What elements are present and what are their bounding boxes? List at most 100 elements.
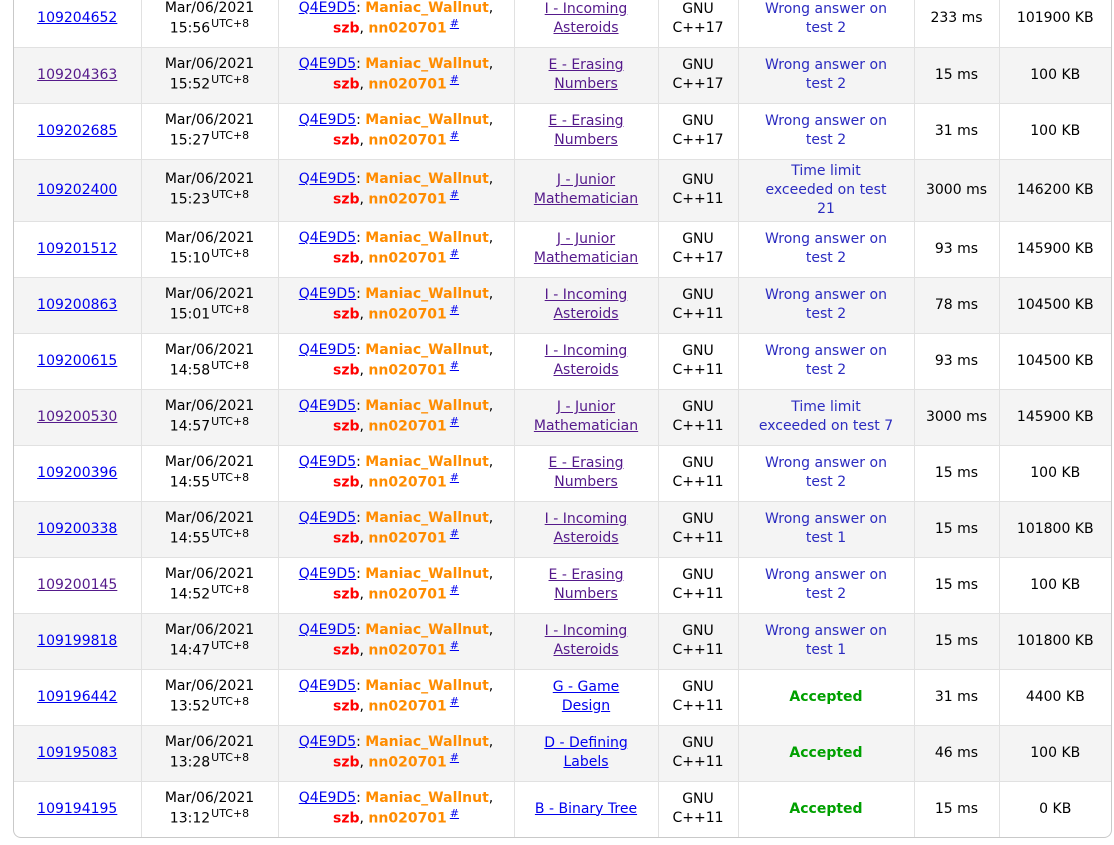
submission-id-link[interactable]: 109200145: [37, 576, 118, 593]
member-handle[interactable]: nn020701: [368, 698, 447, 715]
member-handle[interactable]: Maniac_Wallnut: [365, 230, 489, 247]
practice-marker-link[interactable]: #: [449, 415, 460, 429]
member-handle[interactable]: szb: [332, 362, 360, 379]
team-link[interactable]: Q4E9D5: [298, 230, 357, 247]
member-handle[interactable]: szb: [332, 418, 360, 435]
problem-link[interactable]: J - Junior Mathematician: [533, 172, 639, 207]
problem-link[interactable]: I - Incoming Asteroids: [544, 511, 628, 546]
member-handle[interactable]: szb: [332, 76, 360, 93]
member-handle[interactable]: nn020701: [368, 20, 447, 37]
member-handle[interactable]: nn020701: [368, 474, 447, 491]
problem-link[interactable]: E - Erasing Numbers: [548, 57, 624, 92]
member-handle[interactable]: szb: [332, 474, 360, 491]
member-handle[interactable]: szb: [332, 530, 360, 547]
member-handle[interactable]: nn020701: [368, 306, 447, 323]
team-link[interactable]: Q4E9D5: [298, 171, 357, 188]
member-handle[interactable]: szb: [332, 586, 360, 603]
submission-id-link[interactable]: 109202400: [37, 181, 118, 198]
practice-marker-link[interactable]: #: [449, 303, 460, 317]
submission-id-link[interactable]: 109200338: [37, 520, 118, 537]
team-link[interactable]: Q4E9D5: [298, 56, 357, 73]
submission-id-link[interactable]: 109204363: [37, 66, 118, 83]
problem-link[interactable]: D - Defining Labels: [544, 735, 628, 770]
member-handle[interactable]: nn020701: [368, 530, 447, 547]
team-link[interactable]: Q4E9D5: [298, 566, 357, 583]
problem-link[interactable]: G - Game Design: [552, 679, 620, 714]
submission-id-link[interactable]: 109200615: [37, 352, 118, 369]
practice-marker-link[interactable]: #: [449, 73, 460, 87]
problem-link[interactable]: B - Binary Tree: [534, 800, 638, 817]
member-handle[interactable]: Maniac_Wallnut: [365, 171, 489, 188]
member-handle[interactable]: nn020701: [368, 362, 447, 379]
member-handle[interactable]: szb: [332, 250, 360, 267]
team-link[interactable]: Q4E9D5: [298, 342, 357, 359]
problem-link[interactable]: I - Incoming Asteroids: [544, 623, 628, 658]
practice-marker-link[interactable]: #: [449, 583, 460, 597]
member-handle[interactable]: Maniac_Wallnut: [365, 622, 489, 639]
member-handle[interactable]: nn020701: [368, 642, 447, 659]
practice-marker-link[interactable]: #: [449, 471, 460, 485]
practice-marker-link[interactable]: #: [449, 527, 460, 541]
practice-marker-link[interactable]: #: [449, 639, 460, 653]
team-link[interactable]: Q4E9D5: [298, 112, 357, 129]
member-handle[interactable]: Maniac_Wallnut: [365, 398, 489, 415]
team-link[interactable]: Q4E9D5: [298, 398, 357, 415]
submission-id-link[interactable]: 109194195: [37, 800, 118, 817]
submission-id-link[interactable]: 109200396: [37, 464, 118, 481]
member-handle[interactable]: Maniac_Wallnut: [365, 510, 489, 527]
problem-link[interactable]: E - Erasing Numbers: [548, 567, 624, 602]
submission-id-link[interactable]: 109196442: [37, 688, 118, 705]
member-handle[interactable]: szb: [332, 191, 360, 208]
member-handle[interactable]: nn020701: [368, 811, 447, 828]
submission-id-link[interactable]: 109199818: [37, 632, 118, 649]
member-handle[interactable]: Maniac_Wallnut: [365, 342, 489, 359]
practice-marker-link[interactable]: #: [449, 807, 460, 821]
team-link[interactable]: Q4E9D5: [298, 790, 357, 807]
submission-id-link[interactable]: 109200530: [37, 408, 118, 425]
practice-marker-link[interactable]: #: [449, 129, 460, 143]
member-handle[interactable]: Maniac_Wallnut: [365, 790, 489, 807]
member-handle[interactable]: nn020701: [368, 586, 447, 603]
member-handle[interactable]: szb: [332, 754, 360, 771]
member-handle[interactable]: szb: [332, 642, 360, 659]
member-handle[interactable]: nn020701: [368, 250, 447, 267]
practice-marker-link[interactable]: #: [449, 188, 460, 202]
practice-marker-link[interactable]: #: [449, 16, 460, 30]
team-link[interactable]: Q4E9D5: [298, 622, 357, 639]
member-handle[interactable]: nn020701: [368, 191, 447, 208]
member-handle[interactable]: Maniac_Wallnut: [365, 286, 489, 303]
team-link[interactable]: Q4E9D5: [298, 510, 357, 527]
member-handle[interactable]: Maniac_Wallnut: [365, 734, 489, 751]
team-link[interactable]: Q4E9D5: [298, 454, 357, 471]
member-handle[interactable]: szb: [332, 132, 360, 149]
member-handle[interactable]: nn020701: [368, 418, 447, 435]
problem-link[interactable]: E - Erasing Numbers: [548, 113, 624, 148]
member-handle[interactable]: Maniac_Wallnut: [365, 454, 489, 471]
member-handle[interactable]: Maniac_Wallnut: [365, 112, 489, 129]
problem-link[interactable]: J - Junior Mathematician: [533, 231, 639, 266]
member-handle[interactable]: szb: [332, 811, 360, 828]
member-handle[interactable]: Maniac_Wallnut: [365, 0, 489, 16]
submission-id-link[interactable]: 109195083: [37, 744, 118, 761]
member-handle[interactable]: nn020701: [368, 754, 447, 771]
member-handle[interactable]: szb: [332, 306, 360, 323]
submission-id-link[interactable]: 109201512: [37, 240, 118, 257]
member-handle[interactable]: nn020701: [368, 132, 447, 149]
member-handle[interactable]: szb: [332, 20, 360, 37]
team-link[interactable]: Q4E9D5: [298, 286, 357, 303]
problem-link[interactable]: I - Incoming Asteroids: [544, 343, 628, 378]
member-handle[interactable]: Maniac_Wallnut: [365, 56, 489, 73]
submission-id-link[interactable]: 109202685: [37, 122, 118, 139]
problem-link[interactable]: I - Incoming Asteroids: [544, 287, 628, 322]
practice-marker-link[interactable]: #: [449, 359, 460, 373]
team-link[interactable]: Q4E9D5: [298, 734, 357, 751]
team-link[interactable]: Q4E9D5: [298, 0, 357, 16]
problem-link[interactable]: E - Erasing Numbers: [548, 455, 624, 490]
practice-marker-link[interactable]: #: [449, 247, 460, 261]
problem-link[interactable]: I - Incoming Asteroids: [544, 0, 628, 36]
member-handle[interactable]: nn020701: [368, 76, 447, 93]
submission-id-link[interactable]: 109200863: [37, 296, 118, 313]
member-handle[interactable]: Maniac_Wallnut: [365, 678, 489, 695]
member-handle[interactable]: szb: [332, 698, 360, 715]
member-handle[interactable]: Maniac_Wallnut: [365, 566, 489, 583]
